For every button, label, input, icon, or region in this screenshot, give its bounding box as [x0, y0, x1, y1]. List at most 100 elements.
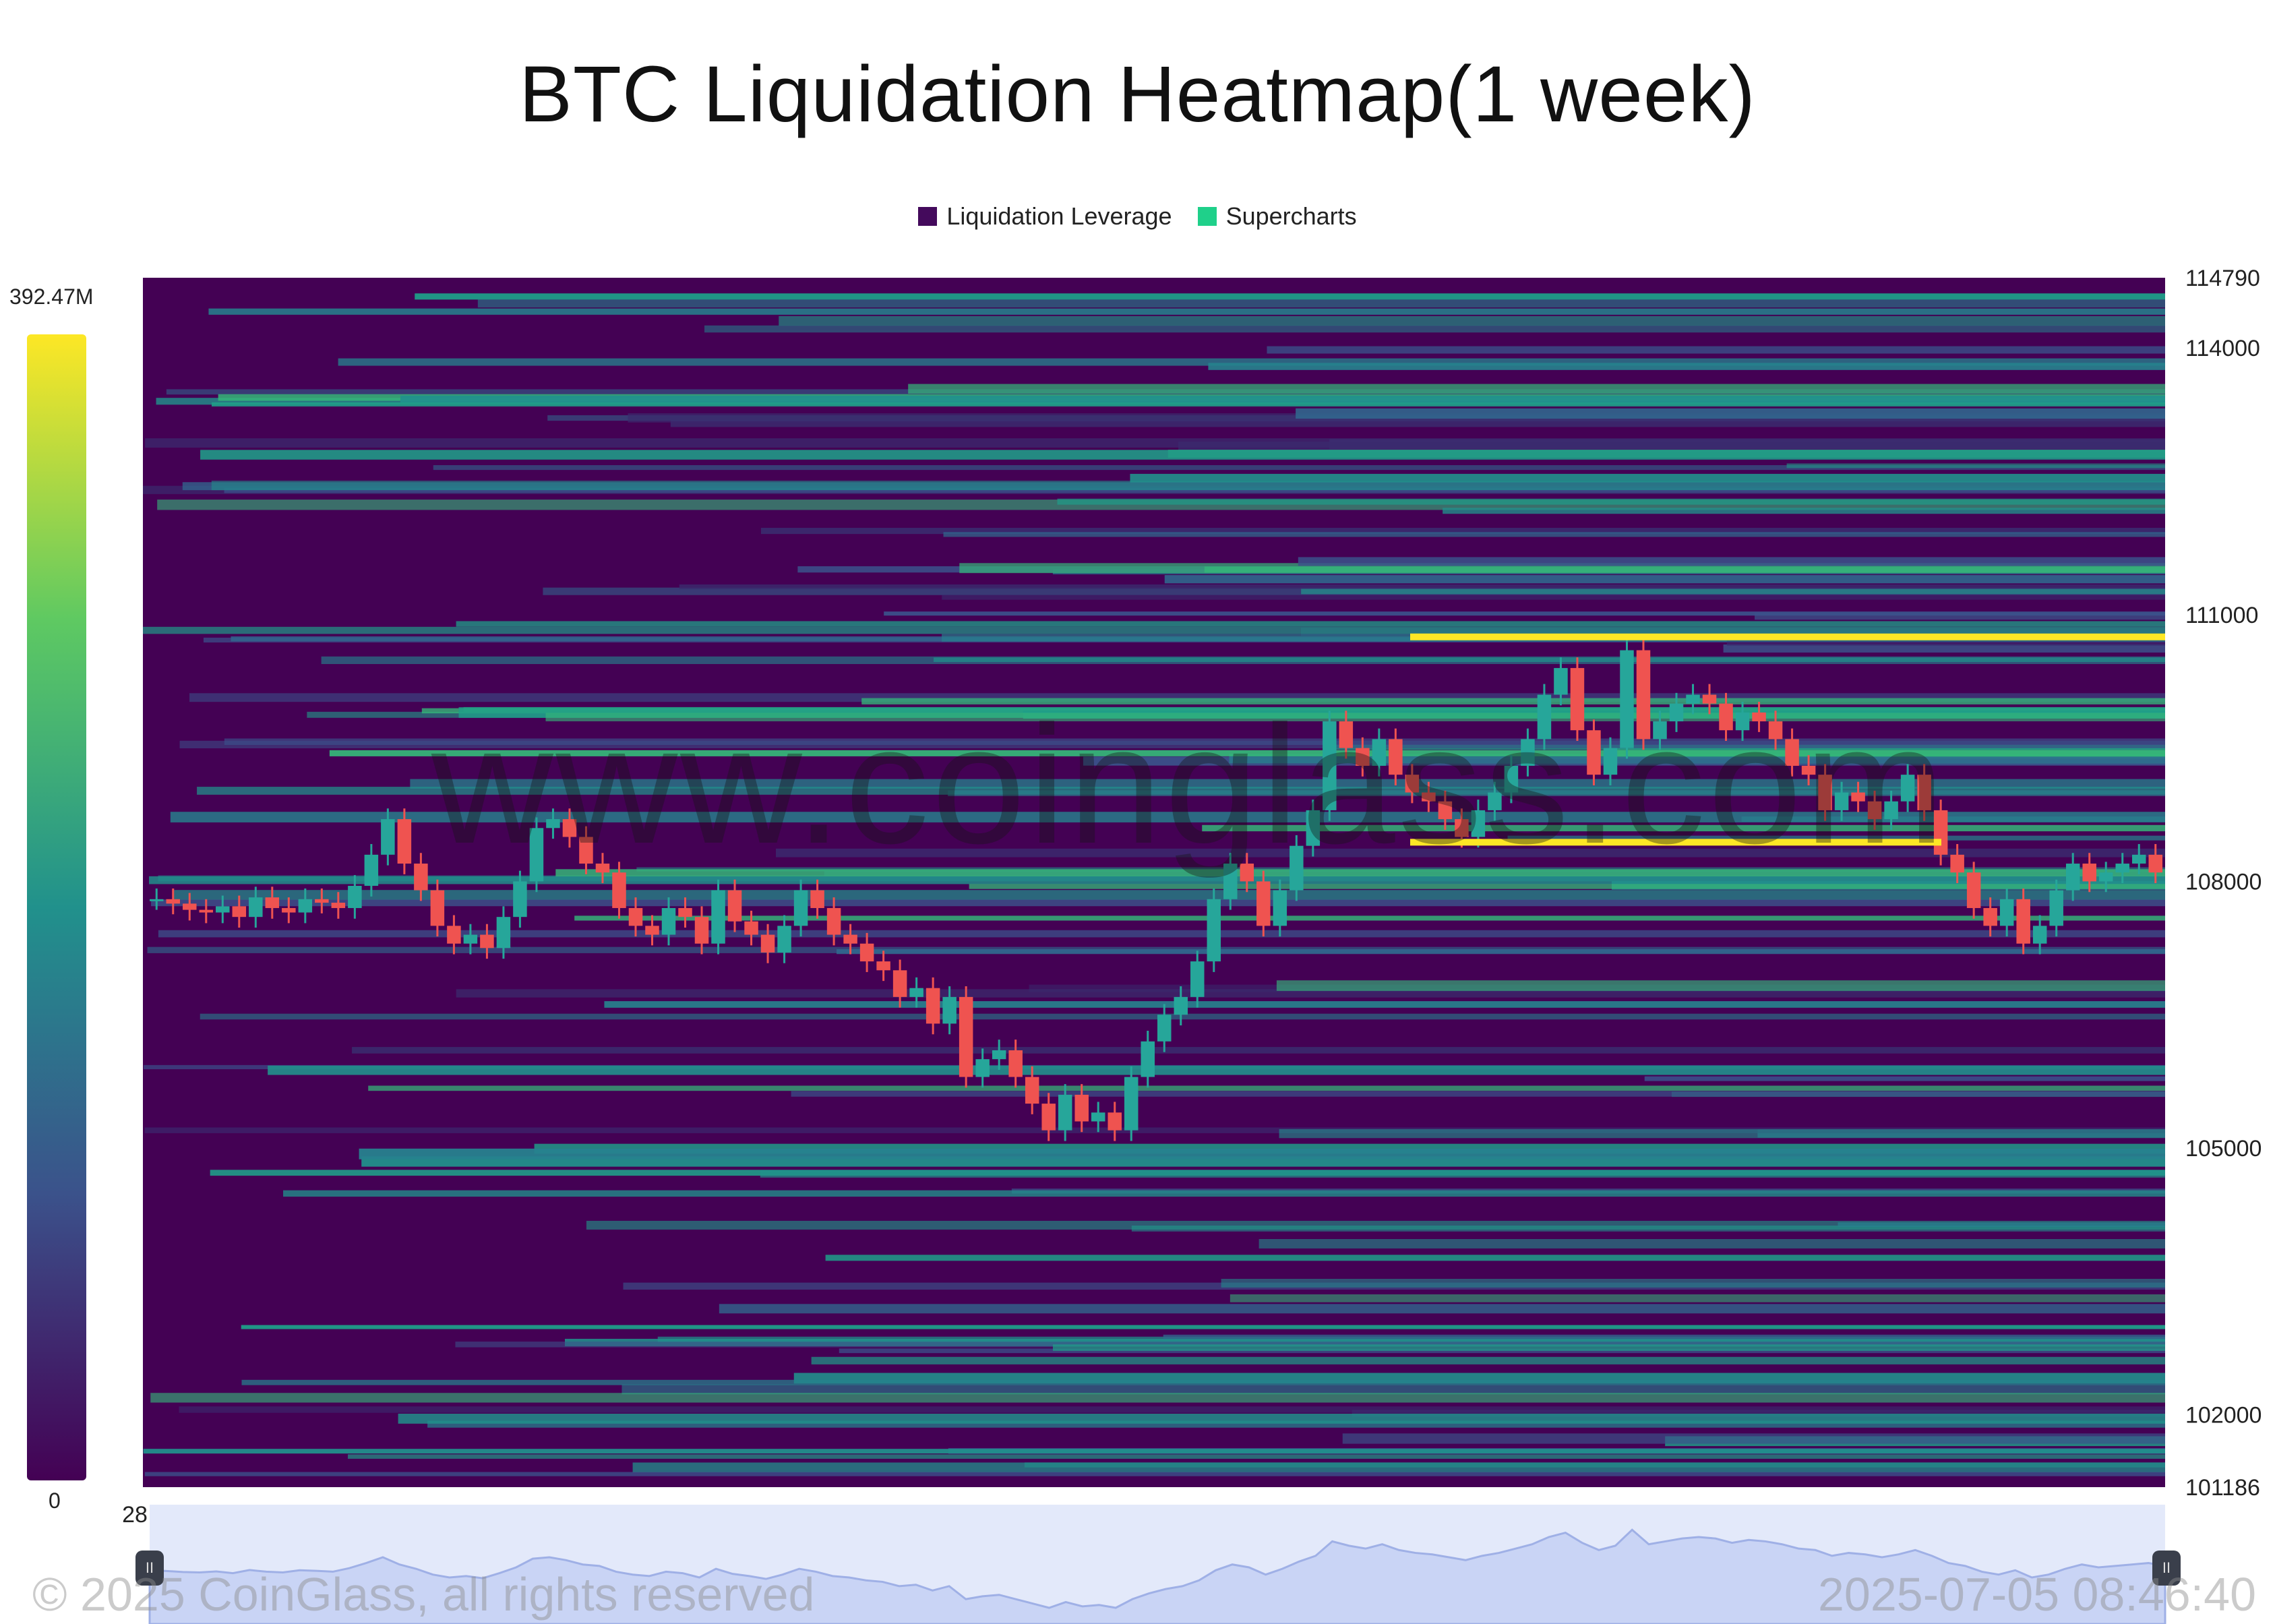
- candle-body: [1290, 845, 1304, 891]
- time-range-slider[interactable]: [148, 1505, 2166, 1624]
- heatmap-band: [908, 384, 2165, 394]
- heatmap-band: [400, 395, 2166, 403]
- candle-body: [1372, 739, 1387, 766]
- heatmap-band: [352, 1047, 2165, 1054]
- candle-body: [430, 890, 445, 926]
- candle-body: [1190, 961, 1205, 997]
- heatmap-band: [704, 325, 2166, 333]
- candle-body: [678, 907, 692, 918]
- candle-body: [1686, 694, 1700, 704]
- candle-body: [1983, 907, 1997, 926]
- heatmap-band: [1507, 835, 2165, 841]
- candle-body: [1256, 881, 1271, 926]
- candle-body: [2098, 872, 2113, 882]
- heatmap-band: [143, 1449, 2166, 1454]
- candle-body: [959, 996, 973, 1077]
- candle-body: [760, 934, 775, 953]
- candle-body: [1603, 748, 1618, 775]
- heatmap-band: [158, 930, 2166, 938]
- candle-body: [265, 897, 280, 908]
- candle-body: [1537, 694, 1552, 740]
- heatmap-band: [456, 621, 2166, 627]
- heatmap-band: [679, 584, 2165, 589]
- candle-body: [1074, 1094, 1089, 1122]
- candle-body: [2016, 899, 2030, 944]
- timestamp-text: 2025-07-05 08:46:40: [1818, 1568, 2256, 1621]
- heatmap-band: [338, 358, 2166, 366]
- candle-body: [2115, 864, 2129, 873]
- candle-body: [777, 926, 791, 953]
- candle-body: [2032, 926, 2047, 944]
- legend-item-supercharts[interactable]: Supercharts: [1197, 202, 1357, 231]
- candle-body: [480, 934, 494, 949]
- heatmap-band: [969, 884, 2165, 889]
- heatmap-band: [1755, 612, 2165, 620]
- candle-body: [1834, 792, 1849, 810]
- candle-body: [1455, 819, 1469, 837]
- heatmap-band: [1644, 1076, 2165, 1081]
- heatmap-band: [861, 698, 2165, 704]
- heatmap-band: [1024, 1462, 2165, 1468]
- heatmap-band: [359, 1148, 2165, 1160]
- slider-right-handle[interactable]: II: [2152, 1551, 2181, 1586]
- candle-body: [1323, 721, 1337, 810]
- candle-body: [1091, 1112, 1105, 1122]
- heatmap-band: [1221, 1279, 2165, 1288]
- candle-body: [249, 897, 263, 918]
- candle-body: [2131, 854, 2146, 864]
- heatmap-band: [1296, 408, 2165, 419]
- candle-body: [1966, 872, 1981, 908]
- candle-body: [463, 934, 478, 944]
- candle-body: [661, 907, 676, 935]
- heatmap-band: [545, 713, 2165, 721]
- candle-body: [992, 1050, 1006, 1060]
- slider-area: [148, 1528, 2166, 1624]
- candle-body: [1900, 775, 1915, 802]
- legend-item-liquidation-leverage[interactable]: Liquidation Leverage: [918, 202, 1172, 231]
- candle-body: [1719, 703, 1733, 731]
- heatmap-band: [1786, 463, 2165, 469]
- heatmap-band: [760, 528, 2165, 535]
- y-tick-label: 114000: [2185, 336, 2260, 361]
- candle-body: [1141, 1041, 1155, 1077]
- heatmap-band: [172, 890, 2165, 900]
- candle-body: [381, 819, 395, 855]
- candle-body: [447, 926, 461, 944]
- heatmap-band: [211, 480, 2165, 491]
- candle-body: [2049, 890, 2063, 926]
- candle-body: [1240, 864, 1254, 882]
- candle-body: [1405, 775, 1420, 793]
- candle-body: [282, 907, 296, 913]
- heatmap-band: [144, 1472, 2165, 1476]
- candle-body: [1108, 1112, 1122, 1131]
- heatmap-band: [151, 899, 2165, 907]
- candle-body: [1620, 650, 1634, 748]
- candle-body: [2082, 864, 2096, 882]
- candle-body: [1008, 1050, 1023, 1077]
- heatmap-band: [1164, 575, 2165, 584]
- candle-body: [1669, 703, 1684, 722]
- slider-left-handle[interactable]: II: [135, 1551, 164, 1586]
- candle-body: [1636, 650, 1651, 740]
- candle-body: [1471, 810, 1486, 837]
- candle-body: [612, 872, 626, 908]
- heatmap-band: [410, 779, 2165, 789]
- candle-body: [1356, 748, 1370, 766]
- candle-body: [826, 907, 841, 935]
- candle-body: [562, 819, 577, 837]
- candle-body: [1223, 864, 1238, 899]
- candle-body: [843, 934, 857, 944]
- candle-body: [876, 961, 890, 971]
- heatmap-band: [604, 1001, 2165, 1008]
- candle-body: [529, 828, 544, 882]
- heatmap-band: [283, 1190, 2166, 1197]
- candle-body: [216, 906, 230, 913]
- heatmap-band: [149, 876, 2165, 884]
- colorbar[interactable]: [27, 334, 86, 1480]
- candle-body: [628, 907, 643, 926]
- colorbar-min-label: 0: [49, 1488, 61, 1513]
- candle-body: [579, 837, 593, 864]
- heatmap-band: [268, 1065, 2165, 1075]
- candle-body: [1999, 899, 2014, 926]
